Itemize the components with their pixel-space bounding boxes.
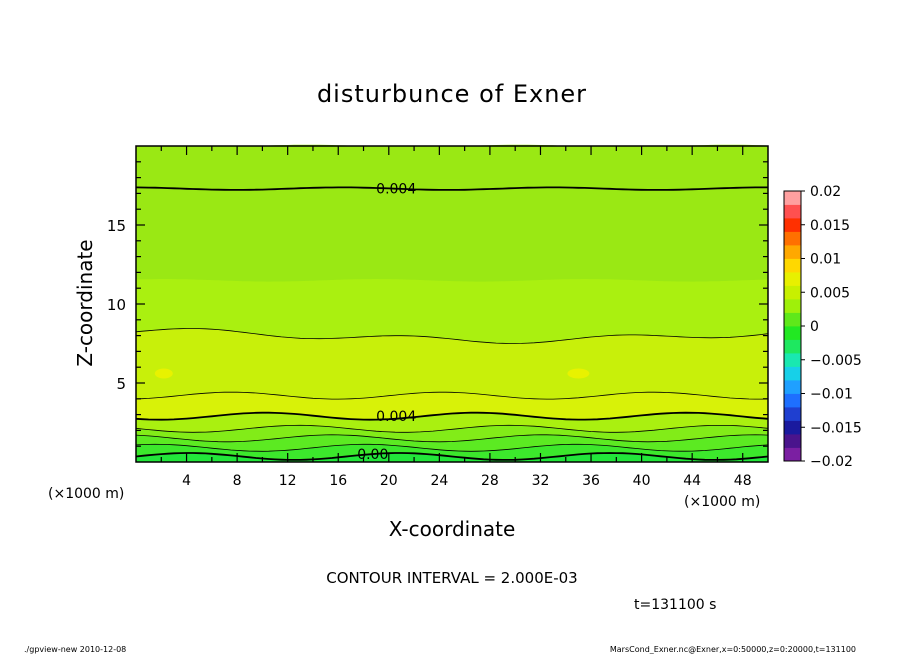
x-tick-label: 40 [633,473,651,489]
x-tick-label: 32 [532,473,550,489]
x-tick-label: 28 [481,473,499,489]
contour-label: 0.004 [376,182,416,198]
x-tick-label: 4 [182,473,191,489]
colorbar-swatch [784,191,801,205]
x-tick-label: 44 [683,473,701,489]
colorbar-swatch [784,272,801,286]
y-tick-label: 15 [107,217,126,235]
x-tick-label: 12 [279,473,297,489]
x-axis-label: X-coordinate [389,517,516,541]
colorbar: 0.02 0.015 0.01 0.005 0 −0.005 −0.01 −0.015 −0.0… [783,184,862,470]
colorbar-tick-label: 0.015 [810,218,850,234]
colorbar-swatch [784,420,801,435]
contour-line [135,186,768,191]
colorbar-swatch [784,258,801,273]
colorbar-swatch [784,285,801,300]
contour-label: 0.00 [357,447,388,463]
colorbar-tick-label: 0 [810,319,819,335]
colorbar-swatch [784,339,801,354]
colorbar-swatch [784,326,801,340]
colorbar-tick-label: −0.01 [810,387,853,403]
x-tick-label: 20 [380,473,398,489]
contour-band [136,453,768,462]
contour-interval-text: CONTOUR INTERVAL = 2.000E-03 [326,569,577,587]
colorbar-swatch [784,218,801,232]
contour-line [135,328,769,344]
contour-label: 0.004 [376,409,416,425]
y-tick-label: 10 [107,296,126,314]
colorbar-swatch [784,447,801,462]
contour-line [135,411,769,421]
colorbar-swatch [784,366,801,381]
chart-title: disturbunce of Exner [317,80,587,108]
y-axis-label: Z-coordinate [73,239,97,366]
x-unit-left: (×1000 m) [48,486,124,502]
footer-right: MarsCond_Exner.nc@Exner,x=0:50000,z=0:20… [610,645,856,654]
colorbar-swatch [784,380,801,394]
contour-blob [567,368,590,379]
contour-line [135,391,769,400]
colorbar-tick-label: 0.02 [810,184,841,200]
contour-line [135,452,769,461]
colorbar-swatch [784,407,801,421]
colorbar-swatch [784,434,801,448]
y-tick-label: 5 [116,375,126,393]
colorbar-swatch [784,231,801,246]
colorbar-tick-label: −0.015 [810,420,862,436]
colorbar-swatch [784,204,801,219]
footer-left: ./gpview-new 2010-12-08 [24,645,126,654]
x-tick-label: 48 [734,473,752,489]
contour-line [135,434,769,443]
colorbar-swatch [784,299,801,313]
x-tick-label: 8 [233,473,242,489]
x-tick-label: 36 [582,473,600,489]
contour-blob [154,368,173,379]
contour-line [135,443,769,452]
colorbar-tick-label: −0.02 [810,454,853,470]
colorbar-tick-label: −0.005 [810,353,862,369]
time-text: t=131100 s [634,597,716,613]
contour-line [135,424,769,433]
colorbar-swatch [784,312,801,327]
colorbar-swatch [784,353,801,367]
colorbar-swatch [784,245,801,259]
colorbar-tick-label: 0.005 [810,285,850,301]
x-unit-right: (×1000 m) [684,494,760,510]
colorbar-tick-label: 0.01 [810,252,841,268]
x-tick-label: 24 [430,473,448,489]
colorbar-swatch [784,393,801,408]
x-tick-label: 16 [329,473,347,489]
